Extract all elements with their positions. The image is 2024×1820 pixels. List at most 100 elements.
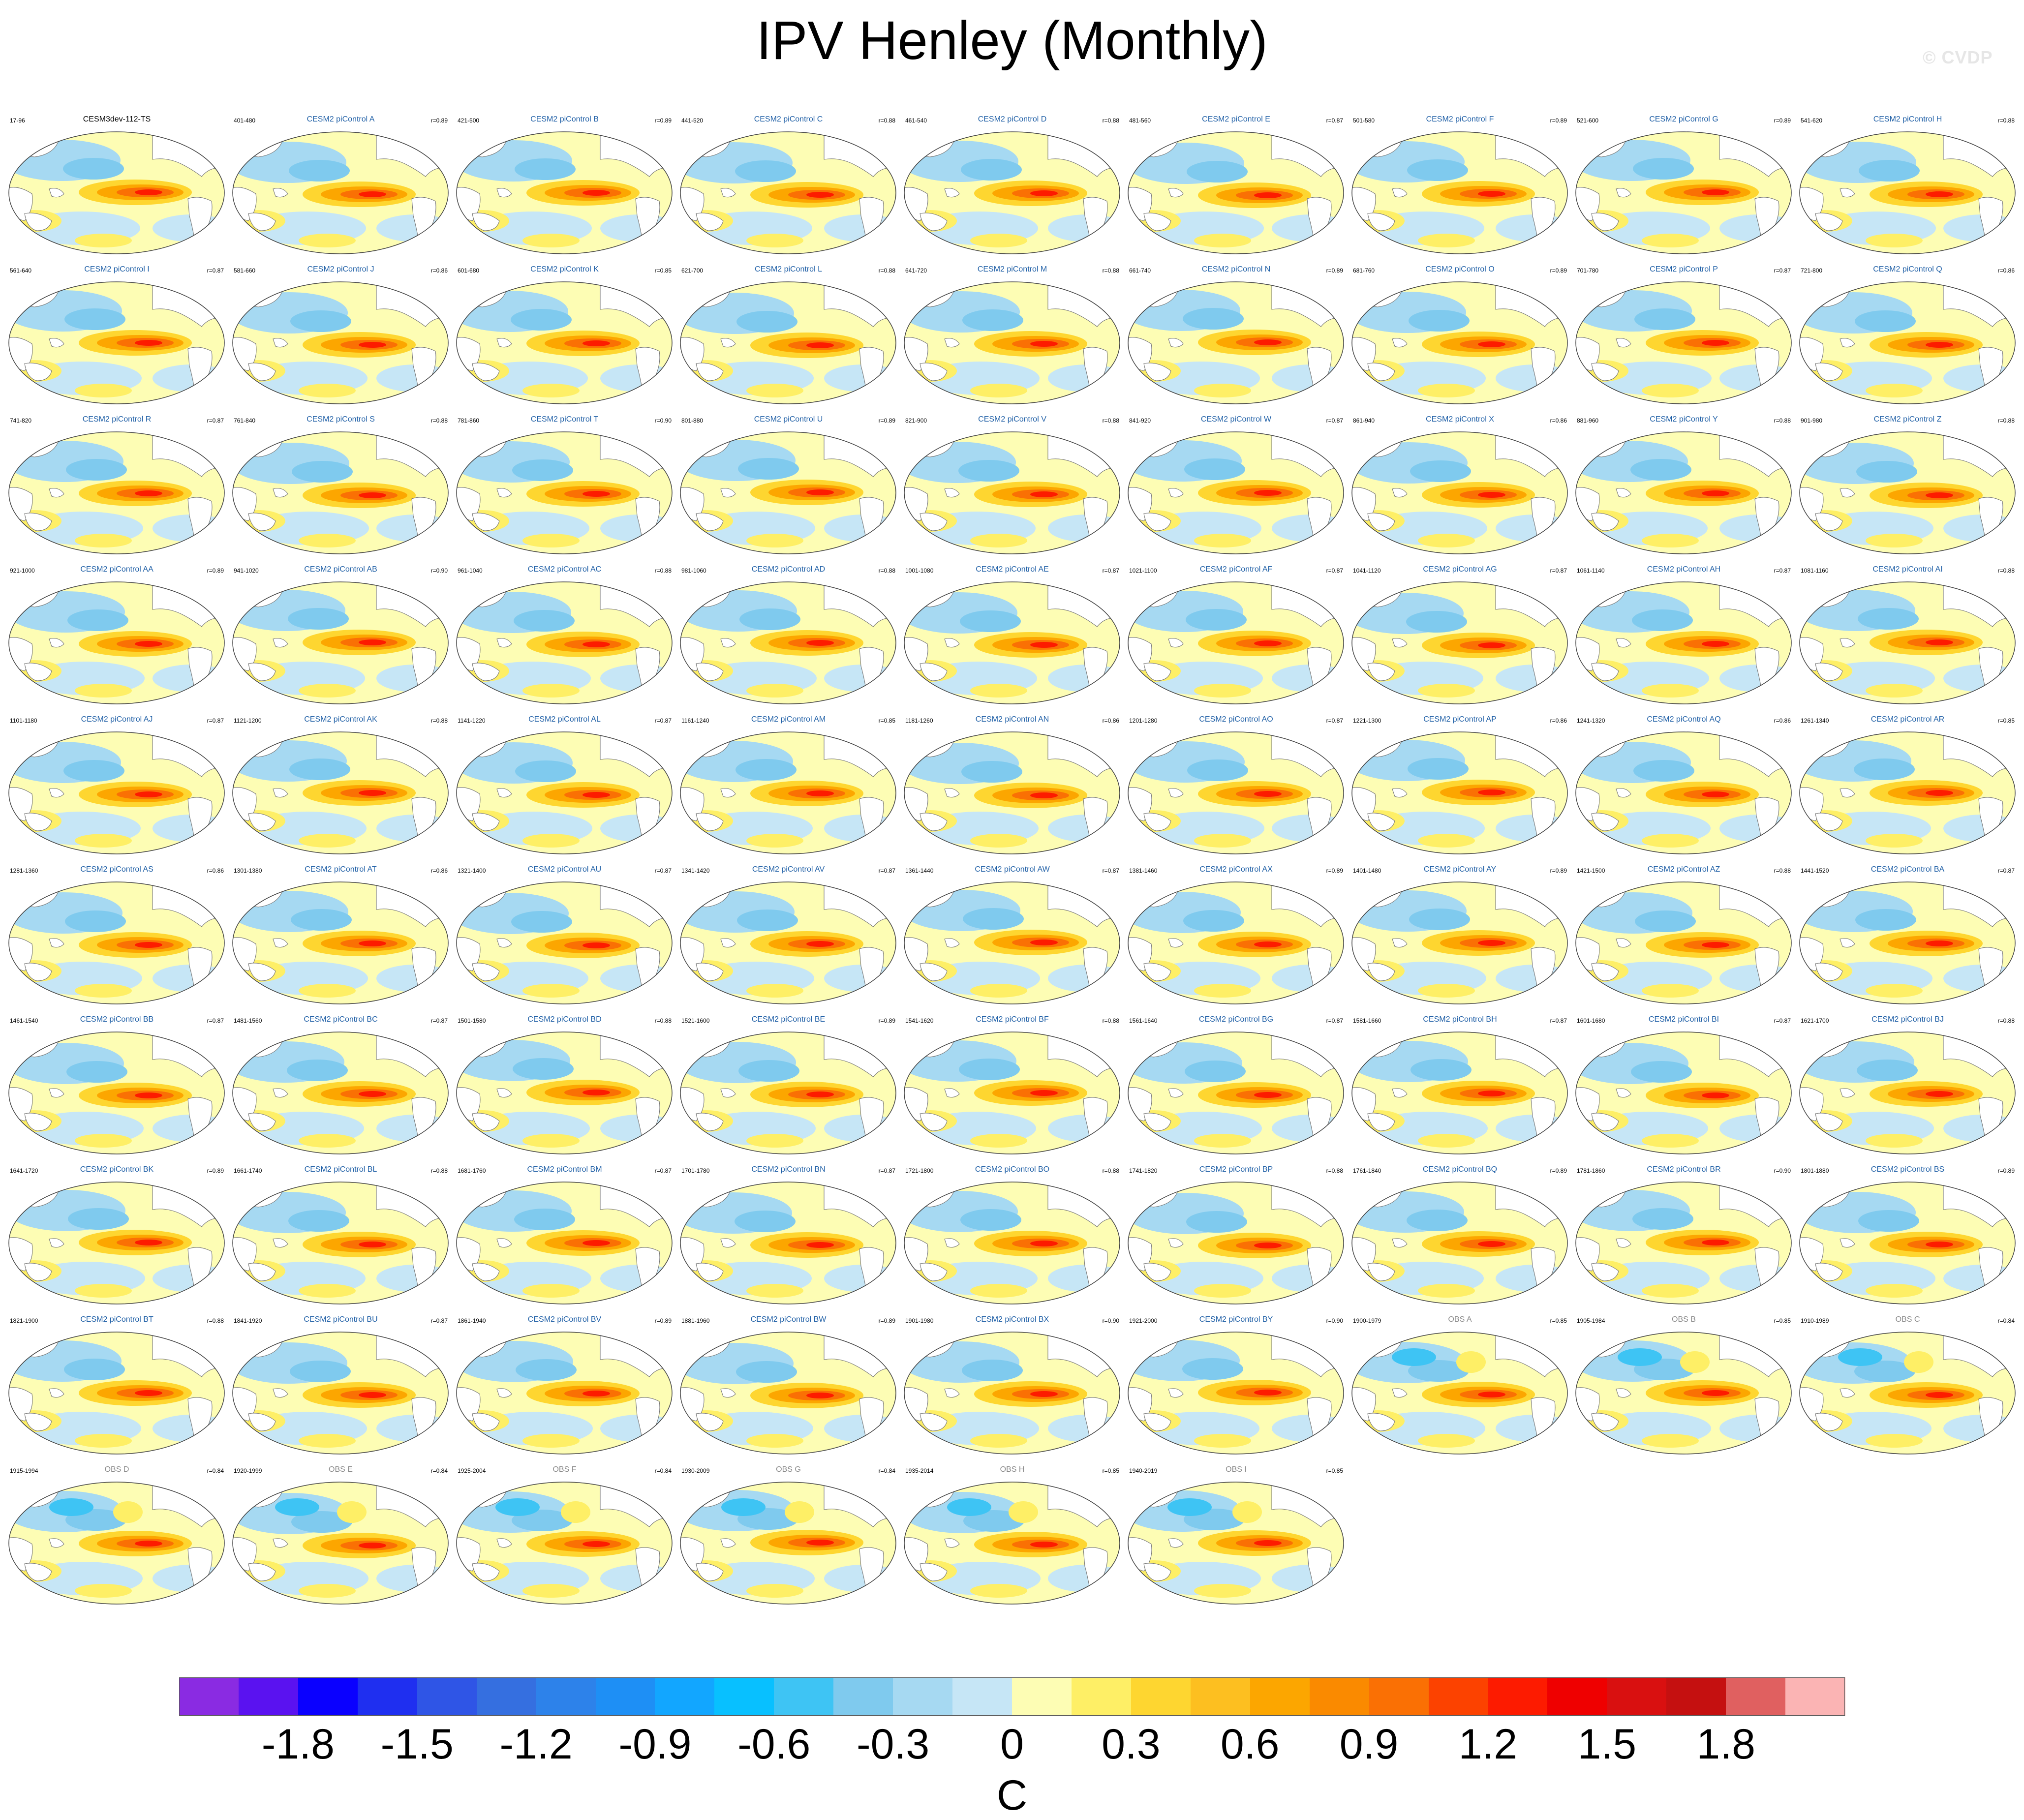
- map-panel: 1561-1640 CESM2 piControl BG r=0.87: [1124, 1015, 1348, 1158]
- panel-correlation: r=0.85: [878, 717, 895, 724]
- ipv-pattern-shading: [359, 342, 386, 348]
- panel-title: CESM2 piControl AA: [80, 565, 153, 574]
- colorbar-segment: [833, 1677, 893, 1716]
- ipv-pattern-shading: [1407, 1210, 1468, 1231]
- map-panel: 1181-1260 CESM2 piControl AN r=0.86: [900, 715, 1124, 858]
- ipv-pattern-shading: [75, 684, 132, 698]
- map-border: [1351, 881, 1568, 1004]
- ipv-pattern-shading: [1926, 1091, 1953, 1097]
- ipv-pattern-shading: [75, 234, 132, 247]
- map-panel: 601-680 CESM2 piControl K r=0.85: [453, 265, 676, 408]
- panel-map: [8, 731, 225, 854]
- ipv-pattern-shading: [359, 1543, 386, 1548]
- continent-outline: [1815, 513, 1843, 531]
- panel-map: [680, 581, 896, 704]
- ipv-pattern-shading: [292, 461, 353, 483]
- ipv-pattern-shading: [1187, 161, 1248, 182]
- panel-title: CESM2 piControl AB: [304, 565, 377, 574]
- panel-map: [1128, 1332, 1344, 1455]
- panel-map: [680, 731, 896, 854]
- ipv-pattern-shading: [970, 984, 1027, 998]
- continent-outline: [1754, 197, 1779, 247]
- continent-outline: [1840, 938, 1855, 948]
- map-border: [8, 881, 225, 1004]
- continent-outline: [1307, 1097, 1332, 1148]
- panel-map: [8, 431, 225, 554]
- panel-correlation: r=0.88: [207, 1317, 224, 1324]
- panel-period: 1241-1320: [1577, 717, 1605, 724]
- continent-outline: [187, 497, 213, 547]
- panel-title: CESM2 piControl H: [1873, 115, 1942, 123]
- colorbar-tick-label: -1.8: [261, 1721, 335, 1768]
- panel-title: CESM2 piControl BW: [750, 1315, 827, 1324]
- ipv-pattern-shading: [359, 492, 386, 498]
- panel-period: 521-600: [1577, 117, 1599, 124]
- panel-correlation: r=0.89: [207, 567, 224, 574]
- panel-correlation: r=0.89: [878, 1017, 895, 1024]
- continent-outline: [49, 188, 64, 198]
- ipv-pattern-shading: [583, 792, 610, 798]
- panel-title: CESM2 piControl BO: [975, 1165, 1050, 1174]
- panel-correlation: r=0.87: [1997, 867, 2015, 874]
- continent-outline: [1616, 788, 1631, 798]
- panel-period: 661-740: [1129, 267, 1151, 274]
- continent-outline: [1978, 1097, 2003, 1148]
- panel-map: [1575, 1031, 1792, 1154]
- panel-title: CESM2 piControl O: [1425, 265, 1495, 273]
- ipv-pattern-shading: [135, 1390, 162, 1396]
- ipv-pattern-shading: [1254, 192, 1282, 198]
- ipv-pattern-shading: [1632, 1208, 1693, 1230]
- panel-map: [1351, 881, 1568, 1004]
- continent-outline: [635, 947, 660, 998]
- ipv-pattern-shading: [738, 1060, 799, 1082]
- panel-correlation: r=0.87: [1550, 1017, 1567, 1024]
- continent-outline: [1367, 963, 1395, 981]
- ipv-pattern-shading: [746, 1284, 803, 1298]
- map-border: [232, 731, 449, 854]
- continent-outline: [720, 788, 736, 798]
- panel-map: [904, 1182, 1120, 1304]
- continent-outline: [273, 1538, 288, 1548]
- continent-outline: [859, 947, 884, 998]
- ipv-pattern-shading: [970, 384, 1027, 397]
- map-border: [232, 1482, 449, 1605]
- continent-outline: [696, 513, 724, 531]
- map-border: [1128, 881, 1344, 1004]
- map-panel: 1601-1680 CESM2 piControl BI r=0.87: [1572, 1015, 1796, 1158]
- continent-outline: [411, 347, 436, 397]
- ipv-pattern-shading: [1392, 1348, 1436, 1366]
- panel-correlation: r=0.89: [1997, 1167, 2015, 1174]
- panel-title: CESM2 piControl BH: [1423, 1015, 1497, 1024]
- map-border: [1575, 1332, 1792, 1455]
- panel-title: CESM2 piControl C: [754, 115, 823, 123]
- ipv-pattern-shading: [1254, 1540, 1282, 1546]
- panel-correlation: r=0.85: [1550, 1317, 1567, 1324]
- panel-title: CESM2 piControl BS: [1871, 1165, 1945, 1174]
- panel-period: 1061-1140: [1577, 567, 1605, 574]
- map-panel: 681-760 CESM2 piControl O r=0.89: [1348, 265, 1572, 408]
- panel-correlation: r=0.87: [1774, 1017, 1791, 1024]
- panel-period: 1881-1960: [681, 1317, 710, 1324]
- continent-outline: [1591, 1263, 1619, 1281]
- ipv-pattern-shading: [1631, 1061, 1692, 1083]
- map-border: [1128, 1482, 1344, 1605]
- panel-map: [232, 431, 449, 554]
- map-border: [232, 581, 449, 704]
- ipv-pattern-shading: [337, 1501, 367, 1523]
- map-border: [1799, 131, 2016, 254]
- continent-outline: [1978, 497, 2003, 547]
- continent-outline: [720, 1238, 736, 1248]
- continent-outline: [1815, 363, 1843, 381]
- panel-map: [1351, 1182, 1568, 1304]
- map-border: [1575, 431, 1792, 554]
- map-border: [1575, 731, 1792, 854]
- panel-correlation: r=0.87: [430, 1017, 448, 1024]
- panel-map: [680, 131, 896, 254]
- colorbar-tick-label: 0.3: [1102, 1721, 1161, 1768]
- continent-outline: [49, 1238, 64, 1248]
- continent-outline: [1083, 197, 1108, 247]
- panel-period: 1601-1680: [1577, 1017, 1605, 1024]
- continent-outline: [1307, 1547, 1332, 1598]
- panel-map: [680, 1031, 896, 1154]
- panel-correlation: r=0.89: [654, 117, 672, 124]
